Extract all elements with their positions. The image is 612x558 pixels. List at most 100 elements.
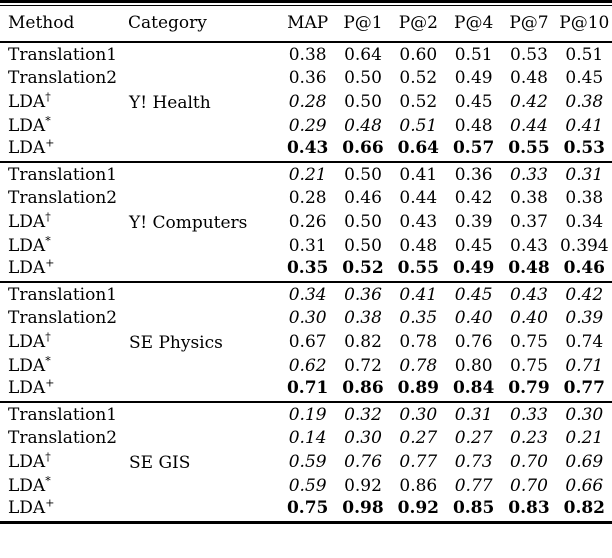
method-label: LDA: [8, 138, 46, 159]
column-header-category: Category: [128, 13, 207, 33]
method-label: LDA: [8, 258, 46, 279]
method-label: LDA: [8, 355, 46, 376]
metric-cell: 0.35: [399, 307, 438, 328]
metric-cell: 0.46: [563, 258, 606, 279]
metric-cell: 0.75: [510, 331, 548, 352]
method-superscript: †: [45, 450, 51, 463]
metric-cell: 0.50: [344, 67, 382, 88]
metric-cell: 0.73: [454, 451, 493, 472]
method-cell: LDA*: [0, 114, 128, 138]
method-label: LDA: [8, 211, 46, 232]
metric-cell: 0.62: [288, 355, 327, 376]
method-cell: LDA†: [0, 210, 128, 234]
metric-cell: 0.45: [454, 285, 493, 306]
metric-cell: 0.49: [452, 258, 495, 279]
category-cell: SE GIS: [129, 452, 191, 473]
metric-cell: 0.38: [565, 187, 604, 208]
metric-cell: 0.78: [399, 331, 438, 352]
metric-cell: 0.48: [399, 235, 438, 256]
metric-cell: 0.70: [510, 475, 548, 496]
metric-cell: 0.39: [565, 307, 604, 328]
metric-cell: 0.30: [399, 405, 438, 426]
metric-cell: 0.77: [563, 378, 606, 399]
metric-cell: 0.43: [510, 235, 548, 256]
table-row: LDA† 0.59 0.76 0.77 0.73 0.70 0.69: [0, 450, 612, 474]
metric-cell: 0.31: [454, 405, 493, 426]
metric-cell: 0.64: [344, 45, 382, 66]
column-header-map: MAP: [287, 13, 329, 33]
metric-cell: 0.34: [565, 211, 604, 232]
metric-cell: 0.72: [344, 355, 382, 376]
metric-cell: 0.59: [288, 451, 327, 472]
table-top-rule: [0, 0, 612, 6]
method-cell: Translation2: [0, 186, 128, 210]
metric-cell: 0.45: [454, 235, 493, 256]
metric-cell: 0.52: [399, 67, 438, 88]
metric-cell: 0.57: [452, 138, 495, 159]
metric-cell: 0.44: [399, 187, 438, 208]
method-label: LDA: [8, 498, 46, 518]
metric-cell: 0.38: [288, 45, 327, 66]
method-superscript: †: [45, 210, 51, 223]
table-row: Translation2 0.36 0.50 0.52 0.49 0.48 0.…: [0, 66, 612, 90]
category-block-se-gis: Translation1 SE GIS 0.19 0.32 0.30 0.31 …: [0, 402, 612, 523]
metric-cell: 0.82: [344, 331, 382, 352]
column-header-p4: P@4: [454, 13, 494, 33]
metric-cell: 0.29: [288, 115, 327, 136]
method-label: LDA: [8, 235, 46, 256]
method-superscript: *: [45, 114, 51, 127]
method-label: LDA: [8, 378, 46, 399]
metric-cell: 0.30: [344, 427, 382, 448]
metric-cell: 0.40: [510, 307, 548, 328]
method-label: Translation1: [8, 285, 118, 306]
metric-cell: 0.84: [452, 378, 495, 399]
metric-cell: 0.42: [454, 187, 493, 208]
method-superscript: *: [45, 354, 51, 367]
method-cell: LDA*: [0, 354, 128, 378]
metric-cell: 0.41: [399, 165, 438, 186]
metric-cell: 0.83: [508, 498, 550, 518]
metric-cell: 0.45: [565, 67, 604, 88]
metric-cell: 0.53: [563, 138, 606, 159]
metric-cell: 0.74: [565, 331, 604, 352]
metric-cell: 0.51: [399, 115, 438, 136]
metric-cell: 0.86: [342, 378, 384, 399]
table-row: Translation1 SE GIS 0.19 0.32 0.30 0.31 …: [0, 402, 612, 472]
column-header-p2: P@2: [398, 13, 438, 33]
metric-cell: 0.50: [344, 211, 382, 232]
metric-cell: 0.76: [344, 451, 382, 472]
metric-cell: 0.48: [344, 115, 382, 136]
results-table-figure: Method Category MAP P@1 P@2 P@4 P@7 P@10…: [0, 0, 612, 523]
table-row: LDA+ 0.71 0.86 0.89 0.84 0.79 0.77: [0, 378, 612, 402]
method-superscript: +: [45, 496, 55, 510]
method-label: LDA: [8, 115, 46, 136]
method-superscript: +: [45, 256, 55, 270]
metric-cell: 0.36: [454, 165, 493, 186]
metric-cell: 0.92: [344, 475, 382, 496]
metric-cell: 0.92: [397, 498, 440, 518]
metric-cell: 0.26: [288, 211, 327, 232]
method-cell: LDA†: [0, 90, 128, 114]
metric-cell: 0.69: [565, 451, 604, 472]
metric-cell: 0.39: [454, 211, 493, 232]
method-superscript: *: [45, 474, 51, 487]
table-row: LDA* 0.31 0.50 0.48 0.45 0.43 0.394: [0, 234, 612, 258]
metric-cell: 0.43: [510, 285, 548, 306]
metric-cell: 0.80: [454, 355, 493, 376]
table-row: Translation2 0.30 0.38 0.35 0.40 0.40 0.…: [0, 306, 612, 330]
method-label: Translation2: [8, 427, 118, 448]
metric-cell: 0.41: [565, 115, 604, 136]
metric-cell: 0.53: [510, 45, 548, 66]
metric-cell: 0.28: [288, 187, 327, 208]
table-row: LDA† 0.26 0.50 0.43 0.39 0.37 0.34: [0, 210, 612, 234]
method-label: Translation2: [8, 307, 118, 328]
method-cell: Translation2: [0, 66, 128, 90]
method-cell: LDA+: [0, 138, 128, 162]
column-header-p10: P@10: [559, 13, 610, 33]
metric-cell: 0.79: [508, 378, 550, 399]
metric-cell: 0.86: [399, 475, 438, 496]
table-row: Translation1 Y! Computers 0.21 0.50 0.41…: [0, 162, 612, 232]
category-block-y-computers: Translation1 Y! Computers 0.21 0.50 0.41…: [0, 162, 612, 282]
metric-cell: 0.28: [288, 91, 327, 112]
metric-cell: 0.52: [342, 258, 384, 279]
